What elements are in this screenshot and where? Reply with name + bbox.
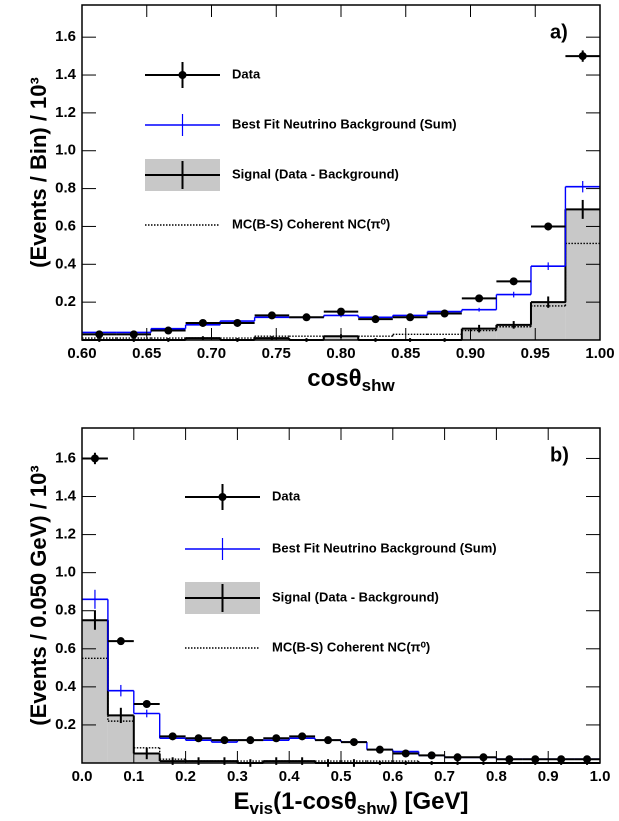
- x-tick-label: 1.0: [590, 768, 611, 785]
- x-axis-label-part: cosθ: [307, 365, 361, 392]
- y-tick-label: 0.8: [55, 180, 76, 197]
- x-tick-label: 0.0: [72, 768, 93, 785]
- x-tick-label: 0.6: [382, 768, 403, 785]
- y-tick-label: 1.6: [55, 449, 76, 466]
- panel-label: a): [550, 21, 568, 43]
- y-tick-label: 1.2: [55, 104, 76, 121]
- x-tick-label: 0.60: [67, 345, 96, 362]
- legend-marker: [218, 493, 227, 501]
- y-tick-label: 1.2: [55, 526, 76, 543]
- y-tick-label: 0.2: [55, 716, 76, 733]
- signal-bar: [530, 302, 566, 340]
- panel: Signal (Data - Background) MC(B-S) Cohere…: [26, 4, 615, 395]
- x-tick-label: 0.80: [326, 345, 355, 362]
- x-tick-label: 0.3: [227, 768, 248, 785]
- legend-label: Signal (Data - Background): [272, 589, 439, 604]
- x-tick-label: 0.8: [486, 768, 507, 785]
- x-axis-label: Evis(1-cosθshw) [GeV]: [233, 788, 468, 818]
- legend-label: MC(B-S) Coherent NC(π⁰): [232, 216, 390, 231]
- x-tick-label: 0.90: [456, 345, 485, 362]
- x-axis-label-part: shw: [362, 376, 396, 395]
- x-axis-label-part: ) [GeV]: [390, 788, 469, 815]
- legend-label: Best Fit Neutrino Background (Sum): [272, 540, 497, 555]
- y-tick-label: 1.4: [55, 66, 77, 83]
- y-tick-label: 0.6: [55, 217, 76, 234]
- x-tick-label: 0.7: [434, 768, 455, 785]
- y-tick-label: 0.8: [55, 602, 76, 619]
- x-tick-label: 0.2: [175, 768, 196, 785]
- signal-bar: [461, 328, 497, 340]
- y-tick-label: 1.0: [55, 142, 76, 159]
- x-axis-label-part: (1-cosθ: [273, 788, 357, 815]
- x-tick-label: 0.1: [123, 768, 144, 785]
- y-axis-label: (Events / 0.050 GeV) / 10³: [26, 465, 51, 725]
- legend-label: Data: [232, 66, 261, 81]
- x-tick-label: 0.5: [331, 768, 352, 785]
- signal-bar: [565, 209, 600, 340]
- legend-label: MC(B-S) Coherent NC(π⁰): [272, 639, 430, 654]
- x-tick-label: 0.9: [538, 768, 559, 785]
- y-tick-label: 1.0: [55, 564, 76, 581]
- y-tick-label: 0.6: [55, 640, 76, 657]
- x-axis-label: cosθshw: [307, 365, 395, 395]
- x-tick-label: 0.70: [197, 345, 226, 362]
- x-tick-label: 0.4: [279, 768, 301, 785]
- y-tick-label: 1.4: [55, 487, 77, 504]
- legend-label: Data: [272, 488, 301, 503]
- legend-label: Best Fit Neutrino Background (Sum): [232, 116, 457, 131]
- y-tick-label: 0.4: [55, 678, 77, 695]
- signal-bar: [496, 324, 531, 340]
- y-tick-label: 0.2: [55, 293, 76, 310]
- y-tick-label: 0.4: [55, 255, 77, 272]
- x-axis-label-part: vis: [249, 799, 273, 818]
- panel-label: b): [550, 444, 569, 466]
- x-tick-label: 0.95: [521, 345, 550, 362]
- x-tick-label: 0.85: [391, 345, 420, 362]
- x-tick-label: 0.65: [132, 345, 161, 362]
- x-axis-label-part: E: [233, 788, 249, 815]
- x-tick-label: 0.75: [262, 345, 291, 362]
- y-tick-label: 1.6: [55, 28, 76, 45]
- signal-bar: [107, 715, 134, 763]
- x-axis-label-part: shw: [357, 799, 391, 818]
- signal-bar: [82, 620, 108, 763]
- legend-label: Signal (Data - Background): [232, 166, 399, 181]
- panel: Signal (Data - Background) MC(B-S) Cohere…: [26, 427, 611, 818]
- x-tick-label: 1.00: [585, 345, 614, 362]
- y-axis-label: (Events / Bin) / 10³: [26, 77, 51, 268]
- legend-marker: [178, 71, 187, 79]
